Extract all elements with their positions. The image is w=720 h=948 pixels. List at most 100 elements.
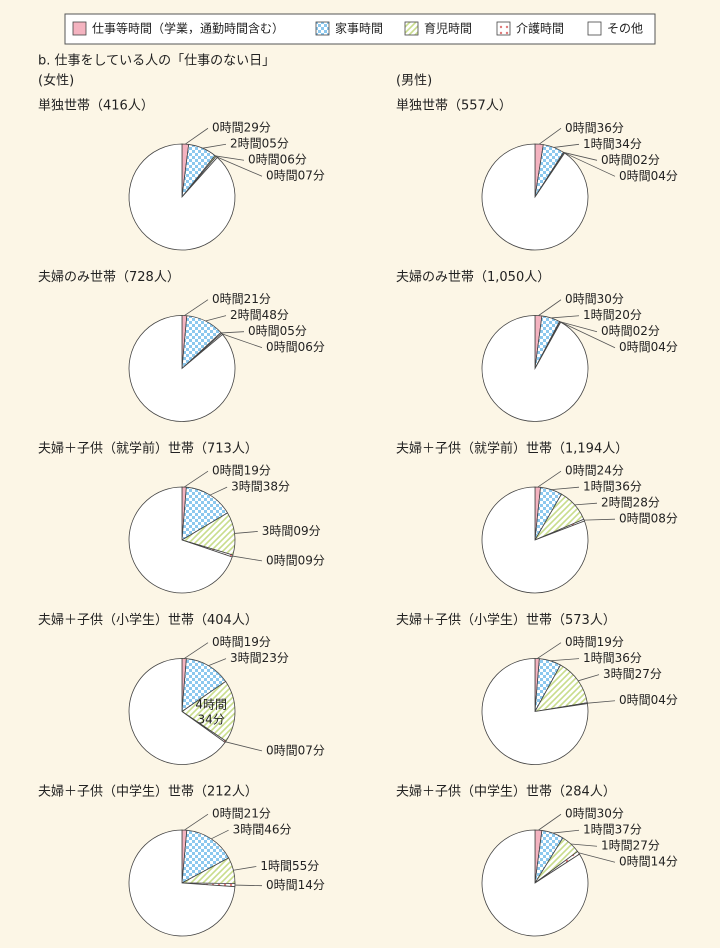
legend-swatch [72, 21, 87, 36]
pie-slice [481, 143, 589, 251]
pie-slice [181, 680, 236, 742]
leader-line [563, 152, 598, 161]
leader-line [184, 813, 209, 831]
leader-line [184, 299, 209, 316]
value-label: 0時間21分 [212, 292, 271, 306]
pie-slice [128, 829, 236, 937]
legend-label: 介護時間 [516, 21, 564, 36]
value-label: 1時間20分 [583, 308, 642, 322]
leader-line [233, 866, 257, 871]
value-label: 2時間28分 [601, 496, 660, 510]
subtitle: b. 仕事をしている人の「仕事のない日」 [38, 54, 275, 69]
value-label: 0時間30分 [565, 292, 624, 306]
leader-line [225, 741, 263, 752]
leader-line [550, 315, 580, 319]
leader-line [538, 127, 562, 145]
chart-title: 単独世帯（557人） [396, 98, 512, 114]
legend-label: その他 [607, 22, 643, 36]
value-label: 3時間09分 [262, 524, 321, 538]
leader-line [205, 315, 227, 322]
pie-slice [128, 486, 233, 594]
value-label: 0時間24分 [565, 464, 624, 478]
leader-line [584, 518, 616, 521]
leader-line [222, 333, 263, 349]
value-label: 0時間02分 [601, 324, 660, 338]
legend-swatch [587, 21, 602, 36]
legend-swatch [404, 21, 419, 36]
value-label: 3時間38分 [231, 480, 290, 494]
leader-line [560, 321, 616, 349]
chart-title: 夫婦＋子供（就学前）世帯（1,194人） [396, 441, 628, 457]
leader-line [183, 642, 209, 659]
value-label: 4時間 34分 [195, 697, 227, 726]
leader-line [574, 502, 598, 506]
pie-slice [481, 658, 589, 765]
leader-line [211, 829, 229, 840]
value-label: 1時間37分 [583, 823, 642, 837]
leader-line [215, 155, 245, 161]
leader-line [536, 642, 562, 659]
value-label: 0時間14分 [619, 855, 678, 869]
chart-title: 単独世帯（416人） [38, 98, 154, 114]
value-label: 1時間27分 [601, 839, 660, 853]
leader-line [537, 470, 562, 488]
value-label: 1時間34分 [583, 137, 642, 151]
value-label: 0時間04分 [619, 340, 678, 354]
value-label: 0時間04分 [619, 693, 678, 707]
leader-line [183, 470, 209, 488]
leader-line [202, 143, 227, 149]
value-label: 0時間19分 [212, 464, 271, 478]
value-label: 0時間06分 [248, 153, 307, 167]
leader-line [559, 321, 598, 333]
value-label: 0時間30分 [565, 807, 624, 821]
value-label: 0時間02分 [601, 153, 660, 167]
value-label: 2時間05分 [230, 137, 289, 151]
pie-slice [128, 658, 226, 765]
leader-line [553, 143, 580, 148]
leader-line [208, 658, 227, 667]
value-label: 0時間07分 [266, 169, 325, 183]
leader-line [234, 531, 258, 534]
chart-title: 夫婦のみ世帯（1,050人） [396, 269, 550, 285]
chart-title: 夫婦のみ世帯（728人） [38, 269, 180, 285]
value-label: 0時間09分 [266, 553, 325, 567]
leader-line [578, 852, 616, 863]
leader-line [551, 486, 580, 490]
pie-slice [481, 829, 589, 937]
leader-line [550, 658, 580, 662]
pie-slice [481, 486, 589, 594]
legend-label: 育児時間 [424, 21, 472, 36]
leader-line [552, 829, 580, 834]
value-label: 3時間46分 [233, 823, 292, 837]
value-label: 1時間55分 [260, 859, 319, 873]
value-label: 0時間36分 [565, 121, 624, 135]
value-label: 0時間21分 [212, 807, 271, 821]
value-label: 1時間36分 [583, 651, 642, 665]
value-label: 0時間19分 [565, 635, 624, 649]
value-label: 0時間14分 [266, 878, 325, 892]
legend-box [64, 13, 656, 45]
pie-slice [181, 486, 229, 541]
leader-line [209, 486, 228, 496]
legend-label: 家事時間 [335, 21, 383, 36]
chart-title: 夫婦＋子供（就学前）世帯（713人） [38, 441, 258, 457]
legend-swatch [496, 21, 511, 36]
leader-line [232, 555, 263, 562]
leader-line [587, 700, 616, 704]
value-label: 0時間07分 [266, 743, 325, 757]
legend-swatch [315, 21, 330, 36]
leader-line [578, 674, 600, 682]
value-label: 0時間29分 [212, 121, 271, 135]
leader-line [221, 331, 245, 334]
value-label: 0時間05分 [248, 324, 307, 338]
leader-line [234, 884, 263, 887]
value-label: 3時間23分 [230, 651, 289, 665]
chart-title: 夫婦＋子供（中学生）世帯（284人） [396, 784, 616, 800]
leader-line [538, 813, 562, 831]
leader-line [564, 152, 616, 177]
value-label: 0時間06分 [266, 340, 325, 354]
value-label: 3時間27分 [603, 667, 662, 681]
chart-title: 夫婦＋子供（中学生）世帯（212人） [38, 784, 258, 800]
leader-line [216, 156, 263, 177]
